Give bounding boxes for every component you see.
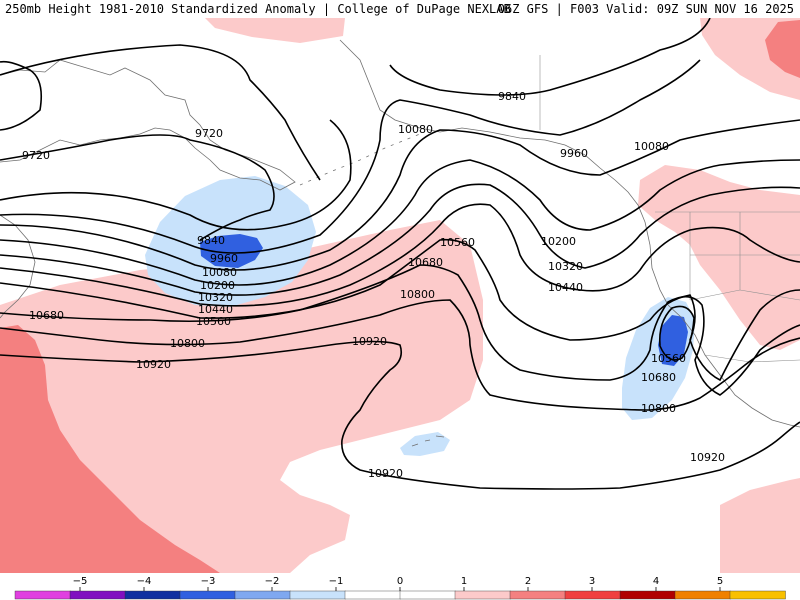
contour-label: 10080 (202, 266, 237, 279)
contour-label: 9840 (197, 234, 225, 247)
contour-label: 10920 (352, 335, 387, 348)
contour-10440 (0, 203, 800, 307)
contour-label: 9840 (498, 90, 526, 103)
legend-swatch (509, 590, 566, 600)
contour-label: 10440 (198, 303, 233, 316)
contour-10200 (0, 159, 800, 286)
legend-swatch (399, 590, 456, 600)
contour-9840 (0, 119, 352, 231)
legend-swatch (234, 590, 291, 600)
contour-10320 (0, 183, 800, 296)
anomaly-central-pacific (0, 220, 483, 573)
contour-label: 10560 (651, 352, 686, 365)
legend-swatch (674, 590, 731, 600)
anomaly-map: 9840 9720 9720 9840 9960 10080 10200 103… (0, 18, 800, 573)
contour-label: 10560 (196, 315, 231, 328)
anomaly-bering-core (200, 234, 263, 268)
legend-swatch (454, 590, 511, 600)
legend-tick-label: 2 (525, 576, 531, 587)
contour-9960 (0, 59, 701, 254)
anomaly-hawaii (400, 432, 450, 456)
legend-tick-label: −3 (201, 576, 216, 587)
legend-swatch (69, 590, 126, 600)
contour-label: 10320 (548, 260, 583, 273)
map-title: 250mb Height 1981-2010 Standardized Anom… (5, 2, 511, 16)
contour-label: 9720 (195, 127, 223, 140)
contour-label: 10440 (548, 281, 583, 294)
contour-label: 10200 (541, 235, 576, 248)
strong-positive-anomaly-areas (0, 20, 800, 573)
contour-label: 9960 (560, 147, 588, 160)
legend-tick-label: 3 (589, 576, 595, 587)
legend-tick-label: −5 (73, 576, 88, 587)
legend-swatch (124, 590, 181, 600)
anomaly-east-pacific-south (720, 478, 800, 573)
contour-label: 10560 (440, 236, 475, 249)
legend-color-bar (14, 590, 786, 600)
legend-swatch (14, 590, 71, 600)
coastlines (0, 39, 800, 447)
legend-swatch (344, 590, 401, 600)
color-legend: −5 −4 −3 −2 −1 0 1 2 3 4 5 (0, 573, 800, 600)
height-contours (0, 18, 800, 490)
contour-10680 (0, 264, 800, 396)
legend-tick-label: 5 (717, 576, 723, 587)
legend-swatch (289, 590, 346, 600)
contour-label: 10680 (641, 371, 676, 384)
legend-swatch (179, 590, 236, 600)
contour-10800 (0, 299, 800, 411)
anomaly-southwest-strong (0, 325, 220, 573)
contour-9840-north (0, 18, 711, 181)
contour-label: 10680 (29, 309, 64, 322)
legend-tick-label: 0 (397, 576, 403, 587)
contour-label: 10080 (398, 123, 433, 136)
legend-tick-labels: −5 −4 −3 −2 −1 0 1 2 3 4 5 (73, 576, 723, 591)
anomaly-northeast-strong (765, 20, 800, 78)
legend-tick-label: 1 (461, 576, 467, 587)
legend-tick-label: 4 (653, 576, 659, 587)
contour-label: 10920 (690, 451, 725, 464)
contour-label: 10920 (136, 358, 171, 371)
anomaly-california-core (658, 315, 688, 366)
contour-label: 10800 (400, 288, 435, 301)
contour-9720 (0, 60, 275, 241)
alaska-coast (339, 39, 646, 223)
map-header: 250mb Height 1981-2010 Standardized Anom… (0, 0, 800, 18)
negative-anomaly-areas (145, 176, 695, 456)
kamchatka-coast (0, 214, 36, 319)
contour-label: 10920 (368, 467, 403, 480)
contour-10080 (0, 119, 800, 271)
contour-label: 10320 (198, 291, 233, 304)
anomaly-west-coast (638, 165, 800, 350)
anomaly-top-band (205, 18, 345, 43)
legend-swatch (729, 590, 786, 600)
legend-swatch (564, 590, 621, 600)
contour-10560-closed (658, 305, 695, 361)
contour-label: 10680 (408, 256, 443, 269)
us-state-borders (689, 212, 800, 301)
legend-tick-label: −4 (137, 576, 152, 587)
hawaii-islands (411, 435, 445, 447)
contour-label: 9960 (210, 252, 238, 265)
siberia-coast (0, 59, 296, 191)
aleutian-islands (299, 133, 421, 186)
legend-swatch (619, 590, 676, 600)
contour-label: 10800 (170, 337, 205, 350)
legend-tick-label: −1 (329, 576, 344, 587)
contour-10560 (0, 238, 800, 382)
legend-tick-label: −2 (265, 576, 280, 587)
contour-label: 9720 (22, 149, 50, 162)
contour-labels: 9840 9720 9720 9840 9960 10080 10200 103… (22, 90, 725, 480)
contour-10920-main (0, 340, 800, 490)
contour-label: 10080 (634, 140, 669, 153)
contour-label: 10800 (641, 402, 676, 415)
contour-label: 10200 (200, 279, 235, 292)
model-run-info: 06Z GFS | F003 Valid: 09Z SUN NOV 16 202… (497, 2, 794, 16)
